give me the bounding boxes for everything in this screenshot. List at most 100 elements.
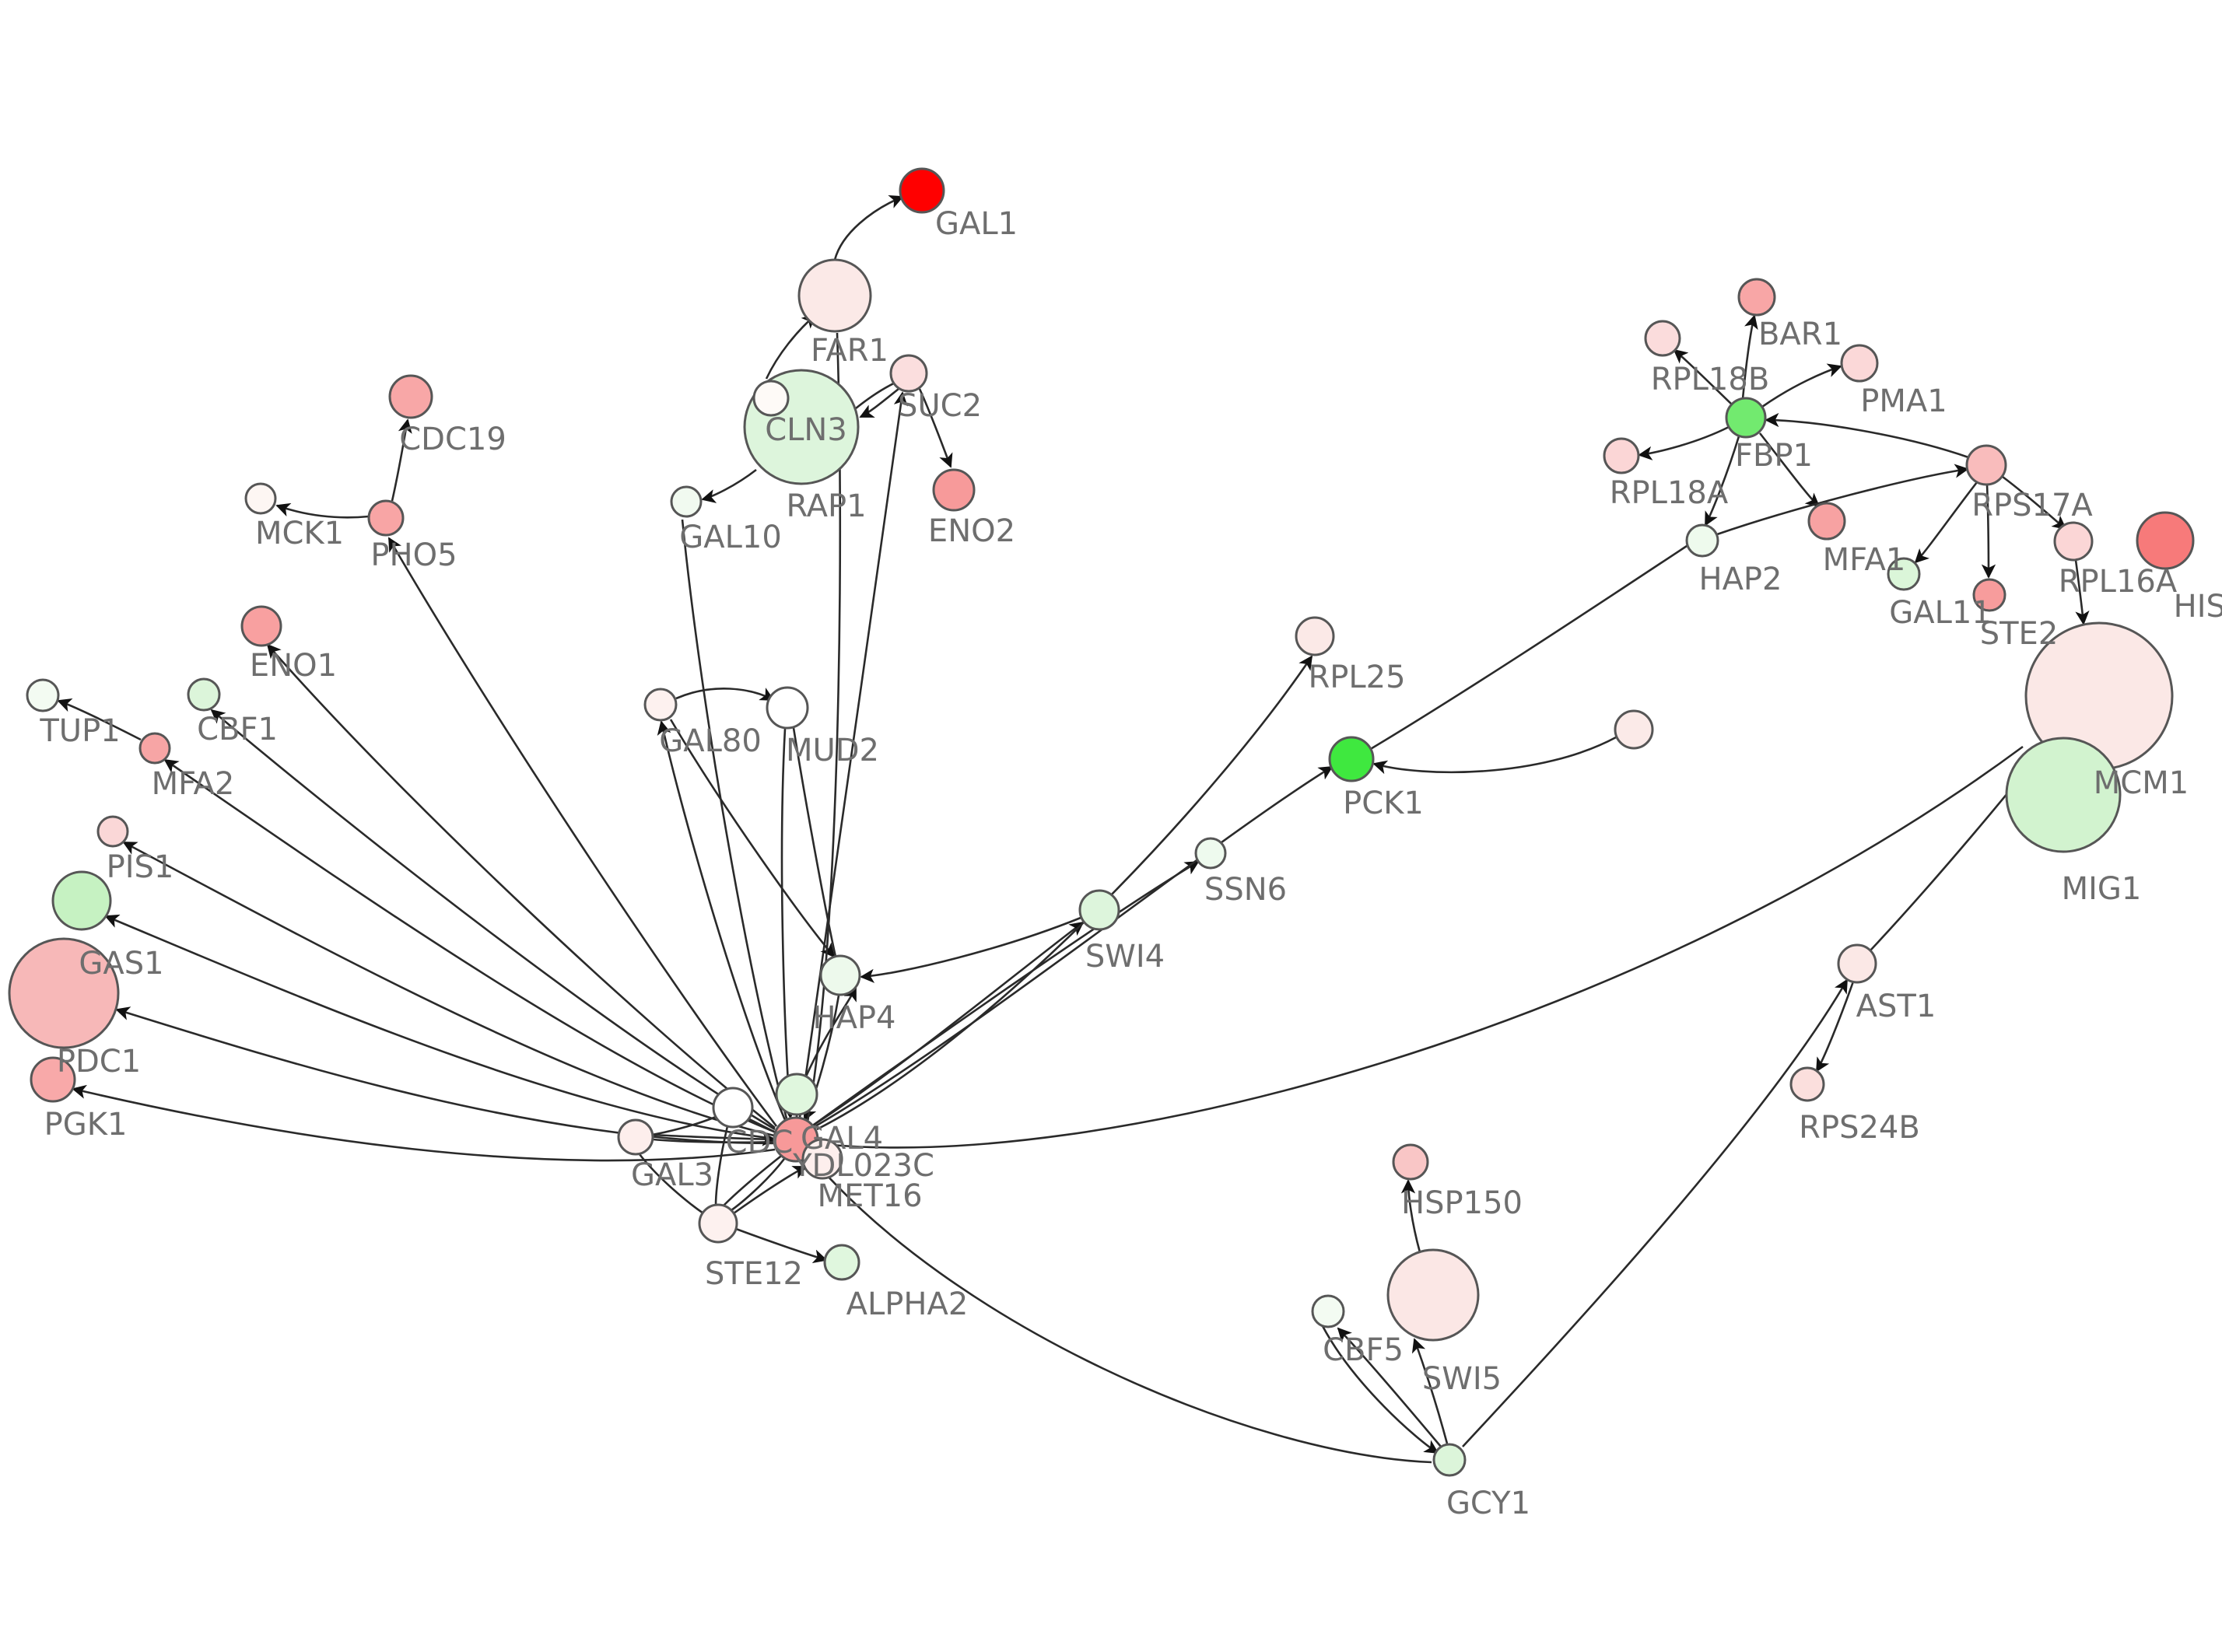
graph-node-pdc1[interactable] [8, 937, 120, 1049]
graph-edge [833, 195, 904, 261]
node-label-eno1: ENO1 [250, 648, 337, 684]
node-label-gal11: GAL11 [1889, 595, 1992, 631]
graph-node-gal1[interactable] [899, 167, 945, 214]
graph-node-pck1hub[interactable] [1614, 709, 1654, 750]
graph-node-cbf5[interactable] [1311, 1294, 1345, 1328]
node-label-ast1: AST1 [1856, 989, 1936, 1024]
graph-node-mud2[interactable] [766, 686, 809, 730]
graph-node-rpl25[interactable] [1295, 616, 1335, 656]
graph-edge [72, 1084, 776, 1162]
graph-edge [918, 388, 953, 468]
graph-edge [1758, 432, 1821, 508]
graph-node-bar1[interactable] [1737, 278, 1776, 317]
graph-node-mfa1[interactable] [1807, 502, 1846, 541]
graph-node-ste2[interactable] [1972, 578, 2006, 612]
graph-node-pck1[interactable] [1328, 736, 1375, 782]
graph-node-ydl023c[interactable] [801, 1138, 843, 1180]
graph-edge [701, 468, 757, 503]
node-label-rpl18a: RPL18A [1610, 475, 1729, 511]
node-label-bar1: BAR1 [1758, 317, 1842, 352]
node-label-mig1: MIG1 [2062, 871, 2142, 907]
edges-layer [57, 195, 2090, 1464]
graph-edge [735, 1227, 828, 1264]
graph-node-rps17a[interactable] [1965, 444, 2007, 486]
graph-edge [1369, 544, 1688, 751]
graph-edge [652, 1132, 776, 1146]
graph-node-pma1[interactable] [1840, 344, 1879, 383]
graph-node-ste12[interactable] [698, 1203, 738, 1244]
graph-node-rpl18a[interactable] [1603, 437, 1640, 474]
node-label-swi4: SWI4 [1085, 939, 1165, 975]
graph-node-suc2[interactable] [889, 354, 928, 393]
graph-node-gal80[interactable] [643, 688, 678, 722]
graph-node-cdc39[interactable] [712, 1087, 754, 1129]
graph-node-pis1[interactable] [96, 815, 129, 848]
node-label-gal3: GAL3 [631, 1157, 713, 1193]
node-label-ste12: STE12 [705, 1256, 803, 1292]
graph-node-gal11[interactable] [1887, 557, 1921, 591]
node-label-rpl25: RPL25 [1308, 660, 1405, 695]
graph-node-pgk1[interactable] [30, 1056, 76, 1103]
node-label-rpl18b: RPL18B [1651, 362, 1770, 397]
graph-edge [1704, 436, 1740, 527]
node-label-ydl023c: YDL023C [792, 1148, 934, 1184]
graph-edge [815, 765, 1334, 1128]
graph-node-swi5[interactable] [1386, 1248, 1480, 1342]
graph-edge [387, 537, 778, 1127]
graph-node-alpha2[interactable] [823, 1244, 860, 1281]
graph-edge [813, 860, 1200, 1126]
graph-node-ssn6[interactable] [1194, 837, 1227, 870]
node-label-gas1: GAS1 [79, 946, 163, 982]
graph-edge [798, 391, 908, 1118]
graph-node-cln3[interactable] [752, 380, 790, 417]
graph-node-his4[interactable] [2136, 511, 2195, 570]
graph-node-gas1[interactable] [51, 870, 112, 931]
graph-node-pho5[interactable] [367, 499, 405, 537]
graph-edge [266, 643, 776, 1129]
graph-node-ast1[interactable] [1837, 943, 1877, 984]
graph-node-rpl18b[interactable] [1644, 320, 1681, 357]
graph-edge [765, 313, 817, 380]
graph-node-rps24b[interactable] [1789, 1066, 1825, 1102]
graph-node-hsp150[interactable] [1392, 1143, 1429, 1181]
node-label-tup1: TUP1 [39, 713, 120, 749]
graph-node-gal10[interactable] [670, 485, 703, 518]
graph-node-swi4[interactable] [1078, 889, 1120, 931]
node-label-gal80: GAL80 [659, 723, 762, 759]
graph-node-cdc19[interactable] [388, 374, 433, 419]
graph-node-mck1[interactable] [244, 482, 277, 515]
graph-node-fbp1[interactable] [1725, 397, 1767, 439]
graph-edge [1761, 363, 1842, 408]
graph-node-mig1[interactable] [2005, 737, 2122, 853]
graph-node-tup1[interactable] [26, 678, 60, 712]
graph-edge [163, 758, 775, 1133]
graph-node-gcy1[interactable] [1432, 1443, 1467, 1477]
node-label-rps24b: RPS24B [1799, 1110, 1920, 1146]
node-label-cbf5: CBF5 [1323, 1332, 1404, 1368]
graph-node-hap2[interactable] [1685, 523, 1719, 558]
node-label-cln3: CLN3 [765, 412, 847, 448]
graph-node-mfa2[interactable] [138, 732, 171, 765]
graph-node-rpl16a[interactable] [2053, 521, 2094, 562]
graph-node-hap4[interactable] [819, 954, 861, 996]
graph-edge [1638, 425, 1730, 460]
node-label-gal10: GAL10 [679, 520, 782, 555]
graph-edge [653, 1138, 776, 1144]
graph-edge [792, 727, 837, 957]
graph-edge [1815, 981, 1855, 1073]
graph-edge [1981, 484, 1996, 579]
graph-edge [860, 916, 1081, 983]
node-label-gal4: GAL4 [801, 1121, 883, 1157]
graph-node-eno1[interactable] [240, 605, 282, 647]
node-label-his4: HIS4 [2174, 589, 2222, 625]
graph-node-met16[interactable] [775, 1073, 818, 1116]
graph-node-far1[interactable] [797, 258, 872, 333]
graph-node-cbf1[interactable] [187, 677, 221, 712]
graph-edge [804, 986, 857, 1077]
graph-node-eno2[interactable] [932, 468, 976, 512]
graph-node-gal3[interactable] [617, 1118, 654, 1156]
graph-edge [811, 921, 1085, 1128]
nodes-layer[interactable] [8, 167, 2195, 1477]
